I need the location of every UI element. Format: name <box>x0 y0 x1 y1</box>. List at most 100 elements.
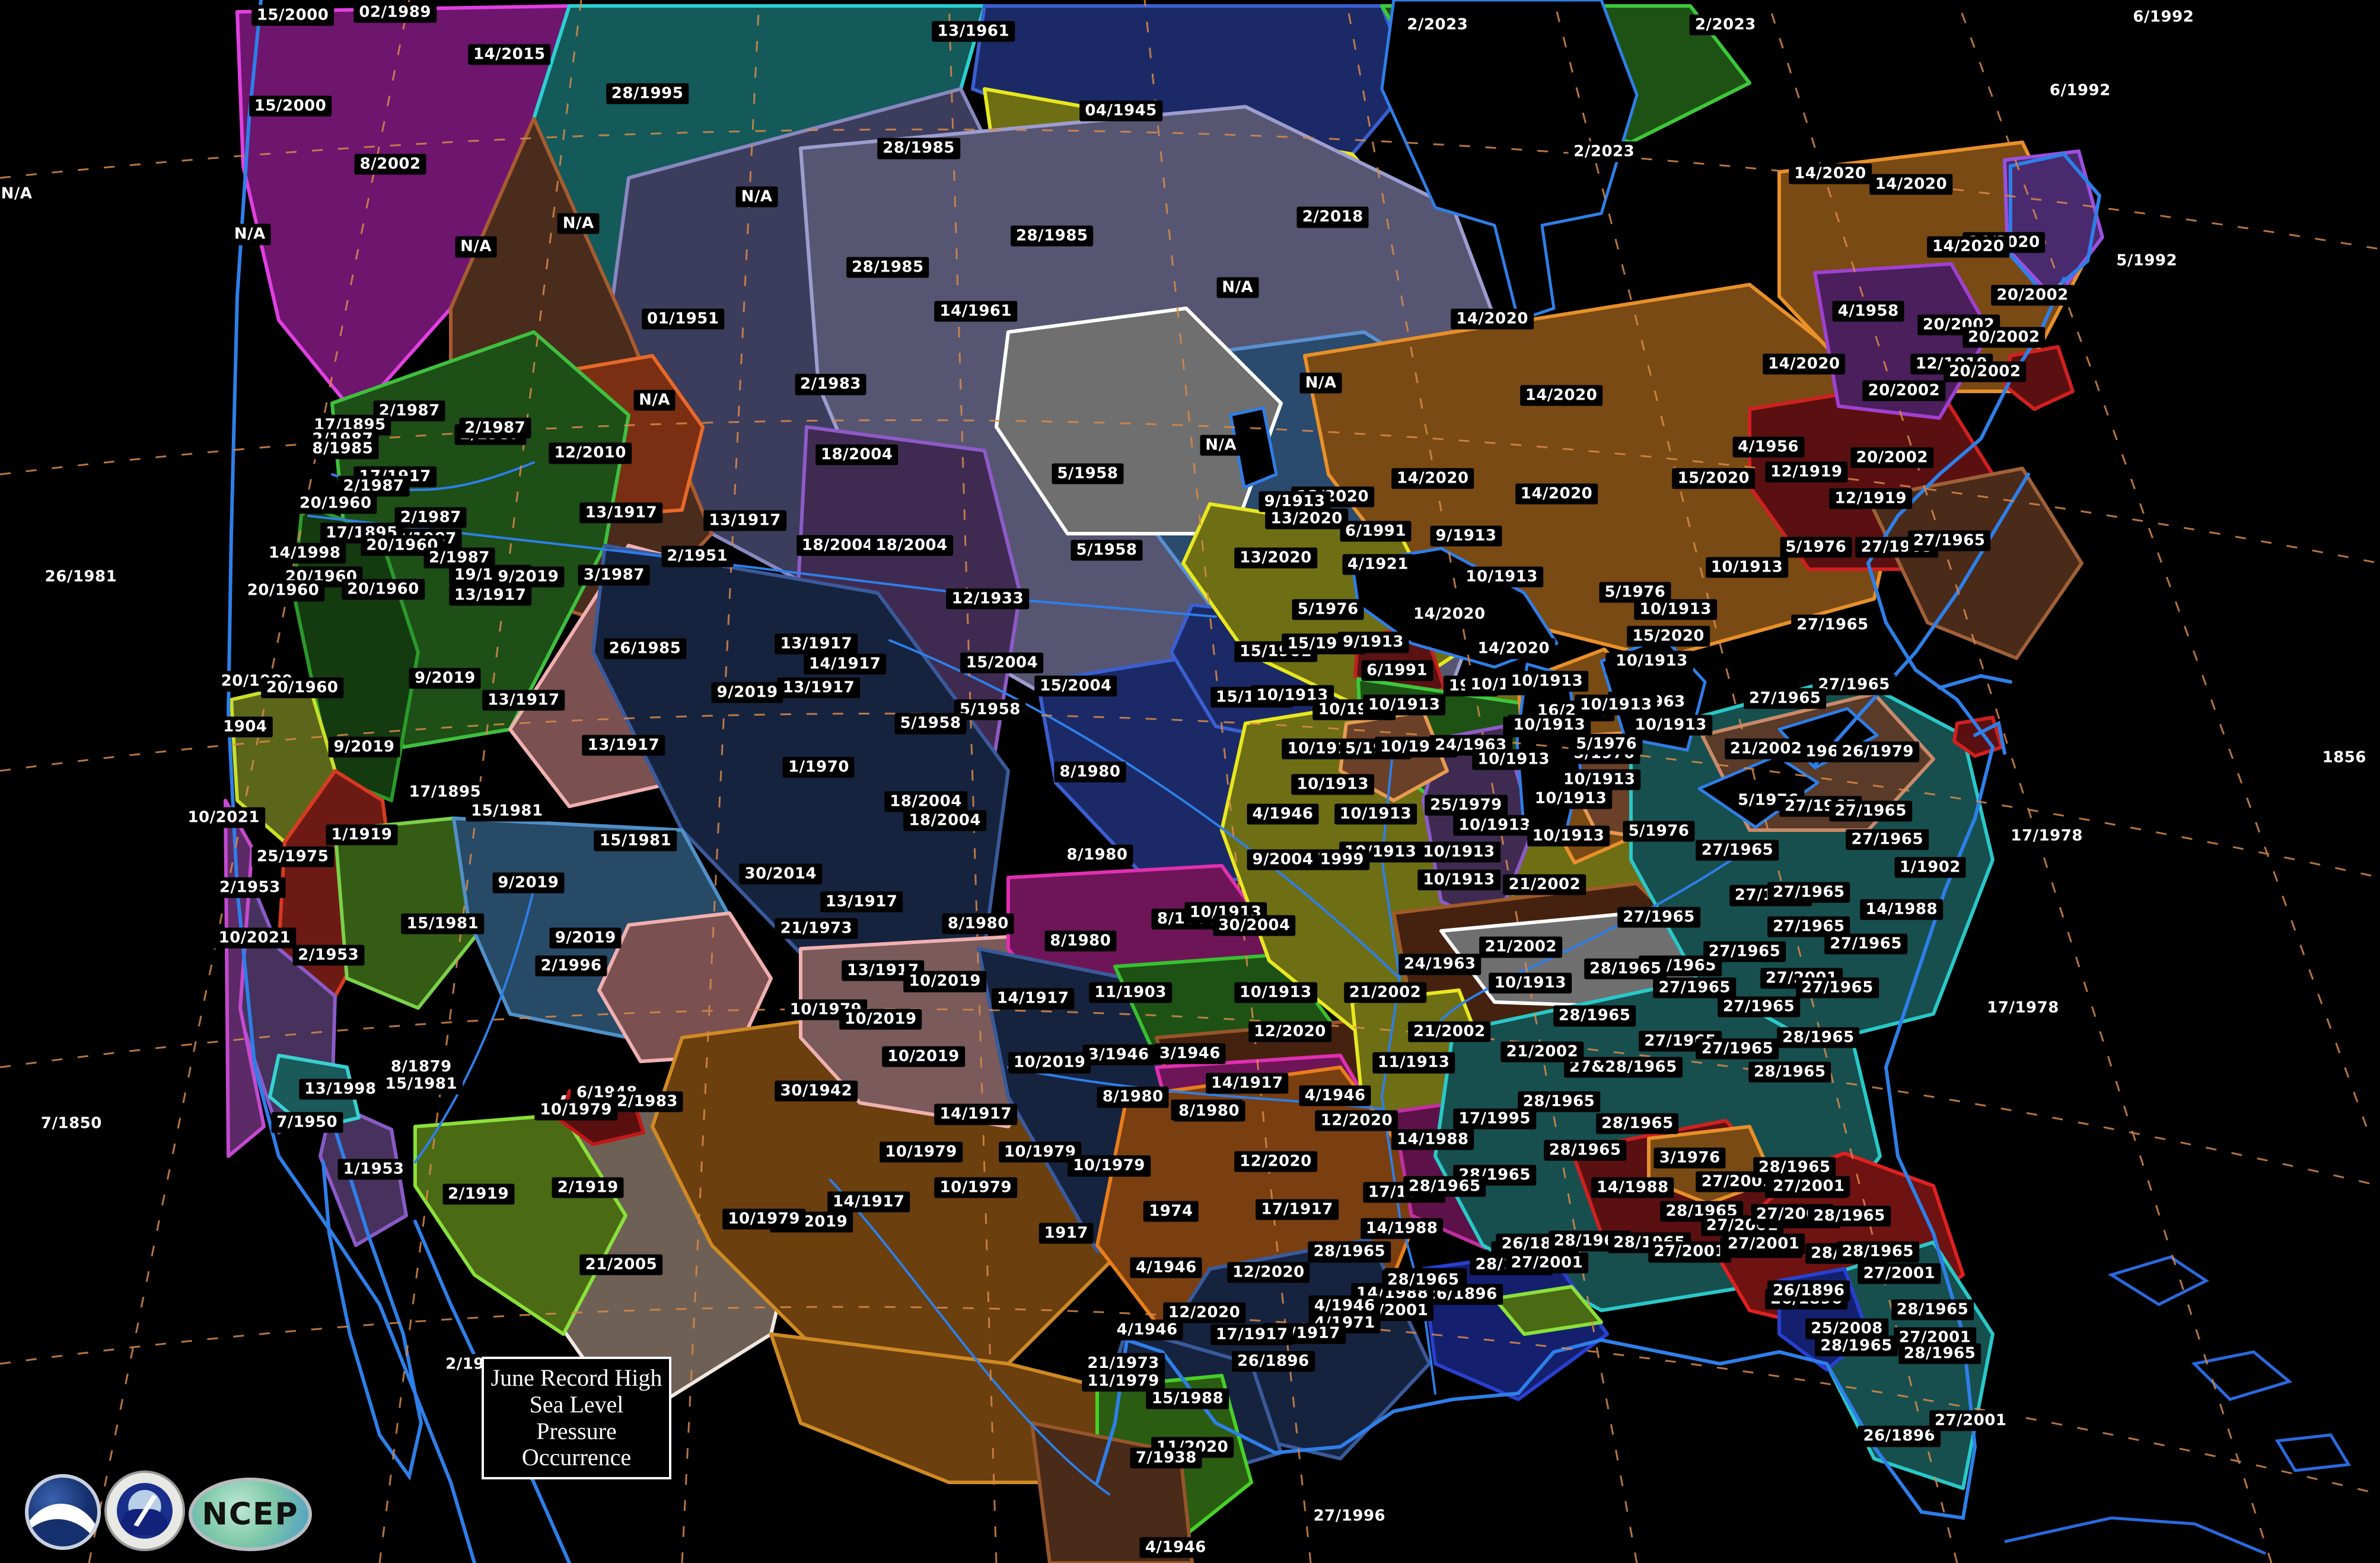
record-date-label: 17/1978 <box>1981 997 2064 1019</box>
record-date-label: 6/1992 <box>2127 7 2200 28</box>
record-date-label: 2/2018 <box>1296 206 1369 228</box>
st-lawrence <box>1813 473 2030 767</box>
record-date-label: 26/1985 <box>603 638 687 659</box>
record-date-label: 9/2019 <box>409 668 481 689</box>
record-date-label: 26/1896 <box>1420 1284 1503 1305</box>
record-date-label: 14/1988 <box>1391 1129 1474 1150</box>
record-date-label: 15/1981 <box>465 800 549 822</box>
bahamas-2 <box>2191 1350 2293 1401</box>
record-date-label: 14/2020 <box>1472 638 1556 659</box>
record-date-label: 25/2008 <box>1805 1318 1888 1339</box>
record-date-label: 11/1903 <box>1089 982 1172 1003</box>
record-date-label: 15/2020 <box>1627 626 1710 647</box>
us-canada-border-river <box>307 515 1217 618</box>
colorado-river <box>414 888 535 1163</box>
record-date-label: 20/2002 <box>1943 361 2027 382</box>
record-date-label: 15/2000 <box>251 5 334 26</box>
record-date-label: 5/1958 <box>894 713 967 735</box>
record-date-label: 8/1980 <box>1044 930 1117 952</box>
record-date-label: 2/1919 <box>552 1177 624 1198</box>
record-date-label: 13/1961 <box>932 21 1015 42</box>
record-date-label: 5/1976 <box>1780 537 1852 558</box>
record-date-label: 10/1913 <box>1705 557 1789 578</box>
record-date-label: 13/1917 <box>820 891 903 913</box>
record-date-label: 3/1987 <box>578 564 650 586</box>
record-date-label: 28/1965 <box>1898 1343 1981 1364</box>
record-date-label: 21/2002 <box>1500 1041 1584 1063</box>
record-date-label: 10/1913 <box>1453 815 1536 836</box>
record-date-label: 2/1987 <box>459 417 531 439</box>
record-date-label: 15/2004 <box>1034 675 1117 697</box>
record-date-label: 3/1946 <box>1154 1043 1226 1064</box>
record-date-label: 3/1976 <box>1653 1147 1726 1169</box>
record-date-label: 5/1992 <box>2111 250 2183 272</box>
record-date-label: 10/2019 <box>882 1046 965 1067</box>
record-date-label: 4/1946 <box>1111 1319 1183 1341</box>
record-date-label: 10/2021 <box>213 927 297 949</box>
record-date-label: 27/1965 <box>1696 840 1779 861</box>
record-date-label: 10/1913 <box>1460 566 1543 588</box>
record-date-label: 6/1991 <box>1361 660 1433 681</box>
record-date-label: 2/1987 <box>394 506 467 528</box>
record-date-label: 28/1995 <box>606 83 689 104</box>
record-date-label: 25/1979 <box>1425 794 1508 816</box>
record-date-label: 27/1965 <box>1717 996 1801 1017</box>
record-date-label: 27/2001 <box>1722 1233 1805 1255</box>
record-date-label: 10/2019 <box>1008 1052 1091 1074</box>
record-date-label: 26/1979 <box>1836 741 1920 763</box>
record-date-label: 21/2002 <box>1479 936 1563 958</box>
record-date-label: 10/1913 <box>1557 769 1641 790</box>
record-date-label: 12/1933 <box>946 588 1030 610</box>
record-date-label: 10/1913 <box>1417 841 1500 863</box>
record-date-label: 10/1913 <box>1291 774 1375 795</box>
record-date-label: 2/1983 <box>795 374 867 395</box>
title-line-1: June Record High <box>490 1364 662 1391</box>
title-line-3: Occurrence <box>521 1444 632 1471</box>
record-date-label: 7/1850 <box>35 1113 107 1134</box>
record-date-label: 27/1996 <box>1308 1505 1391 1527</box>
record-date-label: 8/1985 <box>307 438 379 460</box>
bahamas-3 <box>2274 1433 2352 1472</box>
record-date-label: N/A <box>1216 277 1259 298</box>
record-date-label: 30/2004 <box>1213 914 1296 936</box>
record-date-label: N/A <box>1200 435 1242 456</box>
record-date-label: 10/1913 <box>1251 685 1334 706</box>
record-date-label: 27&28/1965 <box>1563 1057 1683 1078</box>
record-date-label: 1/1919 <box>326 824 398 846</box>
ncep-logo-text: NCEP <box>202 1497 299 1532</box>
record-date-label: N/A <box>735 186 778 208</box>
record-date-label: 10/1979 <box>934 1177 1018 1198</box>
record-date-label: 21/1973 11/1979 <box>1082 1353 1165 1392</box>
record-date-label: 2/1983 <box>611 1091 684 1112</box>
record-date-label: 8/1980 <box>1173 1101 1245 1122</box>
record-date-label: 10/1913 <box>1575 694 1658 716</box>
record-date-label: 1856 <box>2317 747 2372 769</box>
record-date-label: 9/2019 <box>328 736 400 758</box>
record-date-label: 10/1913 <box>1417 869 1500 891</box>
nws-logo-icon <box>104 1471 185 1551</box>
record-date-label: 27/1965 <box>1767 882 1850 903</box>
record-date-label: 5/1958 <box>1052 463 1124 484</box>
record-date-label: 10/1913 <box>1527 825 1610 847</box>
record-date-label: 27/1965 <box>1824 933 1907 955</box>
record-date-label: 20/1960 <box>294 493 377 514</box>
record-date-label: 6/1991 <box>1340 521 1412 542</box>
record-date-label: 27/1965 <box>1791 614 1874 636</box>
record-date-label: 28/1965 <box>1748 1061 1831 1083</box>
record-date-label: 2/1996 <box>535 955 607 977</box>
record-date-label: 5/1976 <box>1570 733 1643 755</box>
record-date-label: 4/1946 <box>1139 1537 1212 1558</box>
record-date-label: 13/1917 <box>482 690 565 711</box>
record-date-label: 9/2019 <box>492 566 565 588</box>
record-date-label: 2/1951 <box>661 546 734 567</box>
record-date-label: 04/1945 <box>1079 100 1162 122</box>
record-date-label: 2/2023 <box>1689 14 1761 36</box>
record-date-label: 13/1917 <box>582 735 665 756</box>
record-date-label: 28/1965 <box>1308 1241 1391 1262</box>
record-date-label: 26/1896 <box>1767 1280 1850 1302</box>
record-date-label: 20/1960 <box>260 677 344 698</box>
record-date-label: 2/2023 <box>1568 141 1640 162</box>
record-date-label: 28/1965 <box>1753 1157 1836 1178</box>
record-date-label: 9/2019 <box>549 927 622 949</box>
cape-cod <box>1973 720 2006 755</box>
